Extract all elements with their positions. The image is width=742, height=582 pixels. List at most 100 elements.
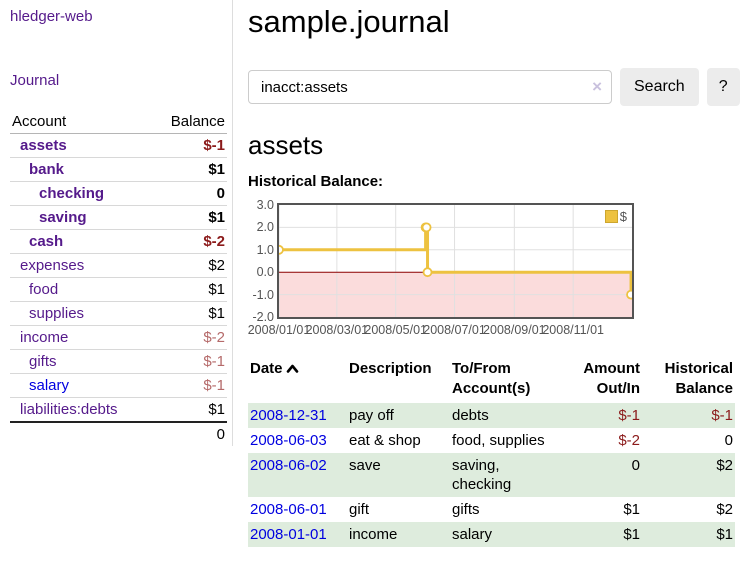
- search-button[interactable]: Search: [620, 68, 699, 106]
- transaction-row: 2008-01-01 income salary $1 $1: [248, 522, 735, 547]
- account-row: assets $-1: [10, 134, 227, 158]
- page-title: sample.journal: [248, 4, 450, 39]
- account-balance: $2: [208, 257, 225, 274]
- transaction-accounts: food, supplies: [452, 432, 545, 449]
- account-link[interactable]: salary: [29, 377, 70, 394]
- account-row: food $1: [10, 277, 227, 302]
- accounts-header-account: Account: [10, 110, 152, 134]
- sort-ascending-icon: [286, 364, 298, 373]
- transaction-description: pay off: [349, 407, 394, 424]
- column-header-description: Description: [349, 360, 432, 377]
- column-header-accounts: To/From Account(s): [452, 360, 531, 397]
- register-table: Date Description To/From Account(s) Amoun…: [248, 356, 735, 547]
- transaction-date-link[interactable]: 2008-06-03: [250, 432, 327, 449]
- transaction-accounts: saving, checking: [452, 457, 512, 493]
- account-balance: $1: [208, 401, 225, 418]
- account-balance: $1: [208, 161, 225, 178]
- account-link[interactable]: gifts: [29, 353, 57, 370]
- transaction-amount: $-2: [618, 432, 640, 449]
- sidebar-item-journal[interactable]: Journal: [10, 72, 60, 89]
- transaction-row: 2008-06-03 eat & shop food, supplies $-2…: [248, 428, 735, 453]
- y-axis-tick-label: 0.0: [256, 265, 274, 280]
- transaction-accounts: gifts: [452, 501, 480, 518]
- help-button[interactable]: ?: [706, 68, 740, 106]
- x-axis-tick-label: 2008/05/01: [364, 323, 427, 337]
- register-header-row: Date Description To/From Account(s) Amoun…: [248, 356, 735, 403]
- account-row: liabilities:debts $1: [10, 397, 227, 423]
- account-balance: $-1: [203, 353, 225, 370]
- account-link[interactable]: expenses: [20, 257, 85, 274]
- account-link[interactable]: saving: [39, 209, 87, 226]
- account-row: supplies $1: [10, 301, 227, 326]
- transaction-description: income: [349, 526, 398, 543]
- account-link[interactable]: assets: [20, 137, 67, 154]
- chart-legend: $: [602, 208, 629, 225]
- column-header-balance: Historical Balance: [664, 360, 733, 397]
- accounts-total-value: 0: [216, 426, 225, 443]
- legend-swatch-icon: [604, 210, 618, 223]
- account-row: gifts $-1: [10, 349, 227, 374]
- transaction-amount: $1: [623, 526, 640, 543]
- accounts-header-balance: Balance: [151, 110, 227, 134]
- account-link[interactable]: bank: [29, 161, 65, 178]
- column-header-date[interactable]: Date: [248, 356, 347, 403]
- search-input[interactable]: [248, 70, 612, 104]
- transaction-balance: $2: [716, 457, 733, 474]
- clear-search-icon[interactable]: ×: [592, 77, 602, 96]
- x-axis-tick-label: 2008/11/01: [542, 323, 604, 337]
- transaction-amount: $1: [623, 501, 640, 518]
- chart-plot-area[interactable]: $: [277, 203, 634, 319]
- y-axis-tick-label: 3.0: [256, 198, 274, 212]
- accounts-total-row: 0: [10, 422, 227, 446]
- search-bar: × Search ?: [248, 68, 742, 106]
- account-balance: $-1: [203, 377, 225, 394]
- account-link[interactable]: cash: [29, 233, 64, 250]
- account-link[interactable]: checking: [39, 185, 105, 202]
- transaction-date-link[interactable]: 2008-06-01: [250, 501, 327, 518]
- main-content: sample.journal × Search ? assets Histori…: [248, 0, 742, 547]
- transaction-date-link[interactable]: 2008-06-02: [250, 457, 327, 474]
- accounts-header-row: Account Balance: [10, 110, 227, 134]
- y-axis-tick-label: -2.0: [252, 310, 274, 324]
- transaction-description: save: [349, 457, 381, 474]
- app-title-link[interactable]: hledger-web: [10, 8, 93, 25]
- transaction-date-link[interactable]: 2008-12-31: [250, 407, 327, 424]
- chart-title: Historical Balance:: [248, 173, 384, 190]
- x-axis-tick-label: 2008/07/01: [423, 323, 486, 337]
- transaction-amount: 0: [631, 457, 640, 474]
- sidebar: hledger-web Journal Account Balance asse…: [0, 0, 233, 446]
- transaction-accounts: debts: [452, 407, 489, 424]
- account-link[interactable]: supplies: [29, 305, 85, 322]
- account-row: expenses $2: [10, 253, 227, 278]
- transaction-amount: $-1: [618, 407, 640, 424]
- account-row: saving $1: [10, 205, 227, 230]
- account-link[interactable]: income: [20, 329, 69, 346]
- account-balance: $1: [208, 305, 225, 322]
- account-row: bank $1: [10, 157, 227, 182]
- transaction-balance: 0: [724, 432, 733, 449]
- account-balance: 0: [216, 185, 225, 202]
- transaction-description: eat & shop: [349, 432, 421, 449]
- account-row: income $-2: [10, 325, 227, 350]
- account-balance: $1: [208, 281, 225, 298]
- account-balance: $-2: [203, 233, 225, 250]
- account-balance: $-1: [203, 137, 225, 154]
- y-axis-tick-label: 1.0: [256, 242, 274, 257]
- transaction-date-link[interactable]: 2008-01-01: [250, 526, 327, 543]
- historical-balance-chart: $ 3.0 2.0 1.0 0.0 -1.0 -2.0 2008/01/01 2008/03/…: [248, 196, 742, 340]
- transaction-balance: $1: [716, 526, 733, 543]
- transaction-accounts: salary: [452, 526, 493, 543]
- transaction-row: 2008-12-31 pay off debts $-1 $-1: [248, 403, 735, 428]
- transaction-description: gift: [349, 501, 370, 518]
- account-row: checking 0: [10, 181, 227, 206]
- account-row: cash $-2: [10, 229, 227, 254]
- account-heading: assets: [248, 130, 324, 160]
- account-link[interactable]: liabilities:debts: [20, 401, 118, 418]
- x-axis-tick-label: 2008/03/01: [305, 323, 369, 337]
- account-link[interactable]: food: [29, 281, 59, 298]
- x-axis-tick-label: 2008/01/01: [247, 323, 311, 337]
- transaction-row: 2008-06-01 gift gifts $1 $2: [248, 497, 735, 522]
- transaction-balance: $2: [716, 501, 733, 518]
- y-axis-tick-label: -1.0: [252, 287, 274, 302]
- column-header-amount: Amount Out/In: [583, 360, 640, 397]
